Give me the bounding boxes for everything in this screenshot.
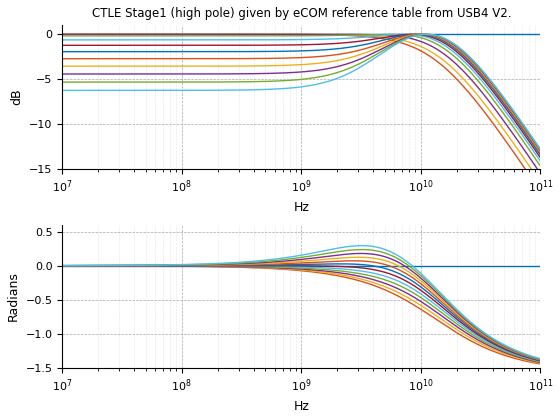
X-axis label: Hz: Hz: [293, 201, 309, 214]
X-axis label: Hz: Hz: [293, 400, 309, 413]
Title: CTLE Stage1 (high pole) given by eCOM reference table from USB4 V2.: CTLE Stage1 (high pole) given by eCOM re…: [91, 7, 511, 20]
Y-axis label: dB: dB: [11, 89, 24, 105]
Y-axis label: Radians: Radians: [7, 271, 20, 321]
